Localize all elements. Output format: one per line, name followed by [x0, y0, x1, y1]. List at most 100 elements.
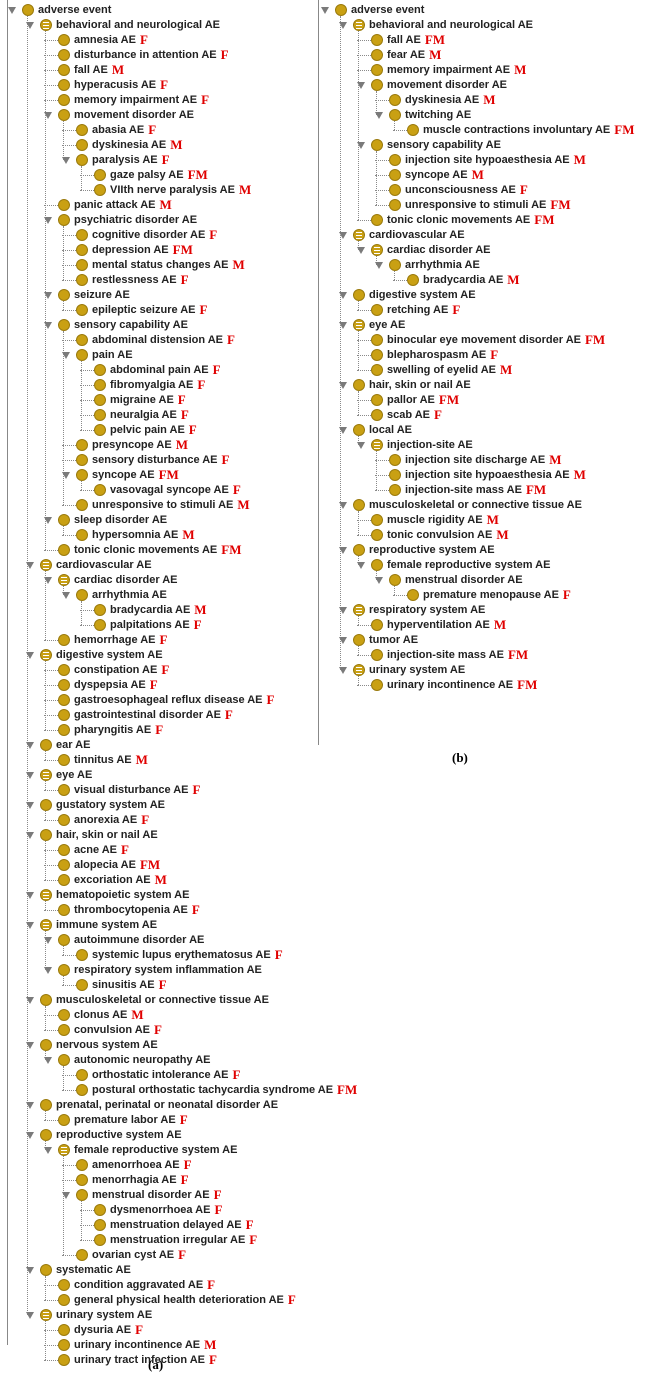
sex-tag: M	[238, 182, 252, 197]
expand-triangle-icon[interactable]	[44, 517, 52, 524]
expand-triangle-icon[interactable]	[339, 607, 347, 614]
expand-triangle-icon[interactable]	[321, 7, 329, 14]
expand-triangle-icon[interactable]	[357, 562, 365, 569]
tree-connector-line	[357, 415, 371, 416]
expand-triangle-icon[interactable]	[62, 352, 70, 359]
node-label: respiratory system AE	[369, 604, 486, 616]
panel-border-line	[318, 0, 319, 745]
sex-tag: FM	[517, 677, 538, 692]
expand-triangle-icon[interactable]	[26, 1267, 34, 1274]
expand-triangle-icon[interactable]	[339, 232, 347, 239]
sex-tag: M	[493, 617, 507, 632]
node-label: eye AE	[56, 769, 93, 781]
class-circle-icon	[76, 979, 88, 991]
node-label: urinary tract infection AE	[74, 1354, 206, 1366]
expand-triangle-icon[interactable]	[26, 997, 34, 1004]
expand-triangle-icon[interactable]	[357, 247, 365, 254]
expand-triangle-icon[interactable]	[339, 667, 347, 674]
class-circle-icon	[58, 1024, 70, 1036]
node-label: movement disorder AE	[74, 109, 195, 121]
sex-tag: F	[177, 392, 186, 407]
expand-triangle-icon[interactable]	[339, 292, 347, 299]
expand-triangle-icon[interactable]	[44, 937, 52, 944]
sex-tag: F	[139, 32, 148, 47]
node-label: twitching AE	[405, 109, 472, 121]
expand-triangle-icon[interactable]	[26, 832, 34, 839]
tree-branch-line	[63, 331, 64, 505]
node-label: gaze palsy AE	[110, 169, 184, 181]
expand-triangle-icon[interactable]	[26, 1102, 34, 1109]
expand-triangle-icon[interactable]	[44, 1147, 52, 1154]
node-label: clonus AE	[74, 1009, 128, 1021]
expand-triangle-icon[interactable]	[339, 382, 347, 389]
expand-triangle-icon[interactable]	[44, 967, 52, 974]
expand-triangle-icon[interactable]	[44, 577, 52, 584]
class-circle-icon	[76, 154, 88, 166]
node-label: hair, skin or nail AE	[369, 379, 471, 391]
node-label: seizure AE	[74, 289, 130, 301]
expand-triangle-icon[interactable]	[375, 262, 383, 269]
expand-triangle-icon[interactable]	[339, 322, 347, 329]
expand-triangle-icon[interactable]	[339, 22, 347, 29]
expand-triangle-icon[interactable]	[357, 82, 365, 89]
class-circle-icon	[76, 259, 88, 271]
node-label: sinusitis AE	[92, 979, 155, 991]
expand-triangle-icon[interactable]	[44, 112, 52, 119]
expand-triangle-icon[interactable]	[339, 547, 347, 554]
node-label: reproductive system AE	[56, 1129, 182, 1141]
expand-triangle-icon[interactable]	[44, 322, 52, 329]
class-circle-icon	[58, 109, 70, 121]
tree-connector-line	[44, 685, 58, 686]
expand-triangle-icon[interactable]	[339, 427, 347, 434]
expand-triangle-icon[interactable]	[26, 742, 34, 749]
panel-caption-a: (a)	[148, 1357, 164, 1372]
expand-triangle-icon[interactable]	[375, 577, 383, 584]
node-label: urinary system AE	[56, 1309, 153, 1321]
expand-triangle-icon[interactable]	[26, 22, 34, 29]
expand-triangle-icon[interactable]	[339, 502, 347, 509]
sex-tag: F	[180, 1172, 189, 1187]
expand-triangle-icon[interactable]	[26, 802, 34, 809]
expand-triangle-icon[interactable]	[375, 112, 383, 119]
expand-triangle-icon[interactable]	[62, 157, 70, 164]
sex-tag: F	[562, 587, 571, 602]
expand-triangle-icon[interactable]	[44, 217, 52, 224]
class-circle-icon	[371, 334, 383, 346]
expand-triangle-icon[interactable]	[26, 562, 34, 569]
class-circle-icon	[94, 169, 106, 181]
expand-triangle-icon[interactable]	[62, 1192, 70, 1199]
tree-connector-line	[44, 700, 58, 701]
node-label: movement disorder AE	[387, 79, 508, 91]
expand-triangle-icon[interactable]	[26, 1312, 34, 1319]
class-circle-icon	[76, 1069, 88, 1081]
expand-triangle-icon[interactable]	[26, 1132, 34, 1139]
expand-triangle-icon[interactable]	[44, 292, 52, 299]
expand-triangle-icon[interactable]	[26, 922, 34, 929]
node-label: abasia AE	[92, 124, 145, 136]
expand-triangle-icon[interactable]	[357, 142, 365, 149]
class-circle-icon	[58, 664, 70, 676]
expand-triangle-icon[interactable]	[357, 442, 365, 449]
class-circle-icon	[76, 1159, 88, 1171]
node-label: excoriation AE	[74, 874, 151, 886]
node-label: thrombocytopenia AE	[74, 904, 188, 916]
tree-connector-line	[375, 475, 389, 476]
tree-connector-line	[357, 520, 371, 521]
class-circle-icon	[58, 724, 70, 736]
tree-connector-line	[375, 490, 389, 491]
class-circle-icon	[371, 529, 383, 541]
expand-triangle-icon[interactable]	[44, 1057, 52, 1064]
expand-triangle-icon[interactable]	[8, 7, 16, 14]
expand-triangle-icon[interactable]	[26, 652, 34, 659]
sex-tag: M	[483, 92, 496, 107]
expand-triangle-icon[interactable]	[62, 472, 70, 479]
node-label: pain AE	[92, 349, 133, 361]
class-circle-icon	[40, 1099, 52, 1111]
expand-triangle-icon[interactable]	[26, 892, 34, 899]
expand-triangle-icon[interactable]	[339, 637, 347, 644]
expand-triangle-icon[interactable]	[62, 592, 70, 599]
class-circle-icon	[40, 739, 52, 751]
expand-triangle-icon[interactable]	[26, 772, 34, 779]
expand-triangle-icon[interactable]	[26, 1042, 34, 1049]
tree-connector-line	[44, 550, 58, 551]
